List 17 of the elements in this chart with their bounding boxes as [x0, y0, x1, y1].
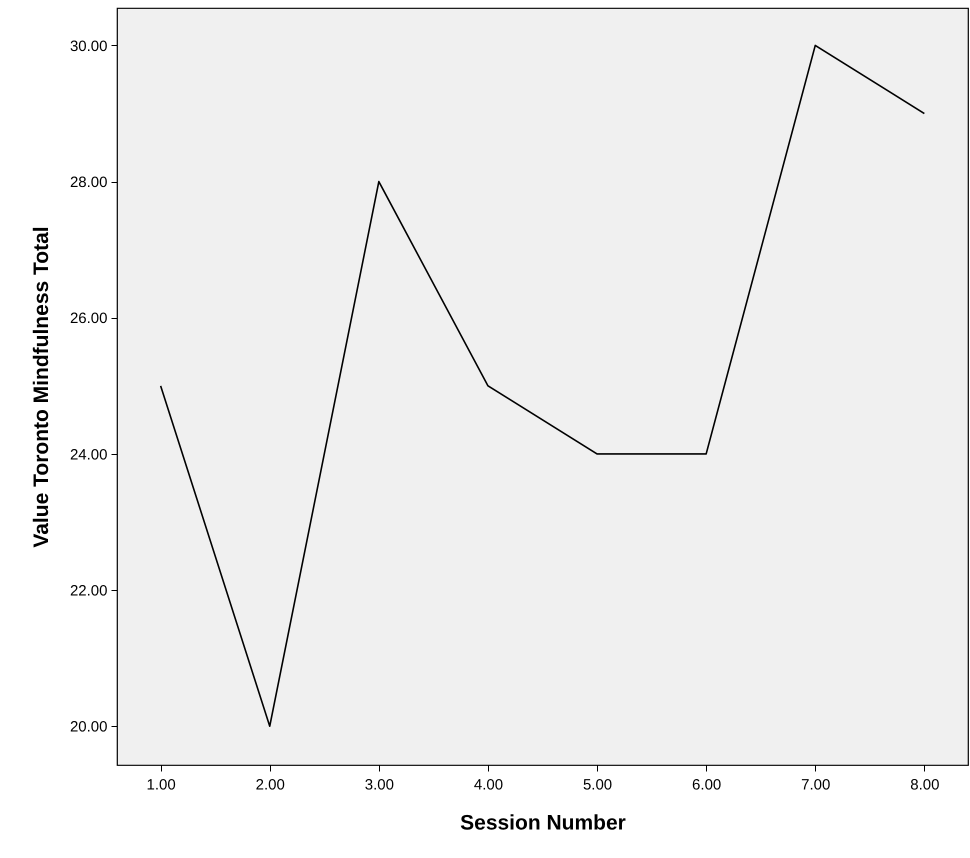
y-tick-label: 26.00 [70, 310, 108, 328]
line-series [160, 44, 926, 727]
x-tick-label: 5.00 [582, 776, 612, 794]
y-tick-label: 28.00 [70, 174, 108, 192]
y-tick-label: 22.00 [70, 582, 108, 600]
x-tick-label: 4.00 [474, 776, 504, 794]
x-tick-label: 2.00 [256, 776, 285, 794]
x-tick-label: 6.00 [692, 776, 722, 794]
y-tick-label: 20.00 [70, 718, 108, 736]
x-tick-label: 8.00 [910, 776, 940, 794]
x-axis-title: Session Number [460, 812, 626, 834]
x-tick-label: 7.00 [801, 776, 830, 794]
y-tick-label: 24.00 [70, 446, 108, 464]
y-tick-label: 30.00 [70, 38, 108, 55]
y-axis-title: Value Toronto Mindfulness Total [30, 226, 53, 548]
x-tick-label: 1.00 [146, 776, 176, 794]
x-tick-label: 3.00 [364, 776, 394, 794]
